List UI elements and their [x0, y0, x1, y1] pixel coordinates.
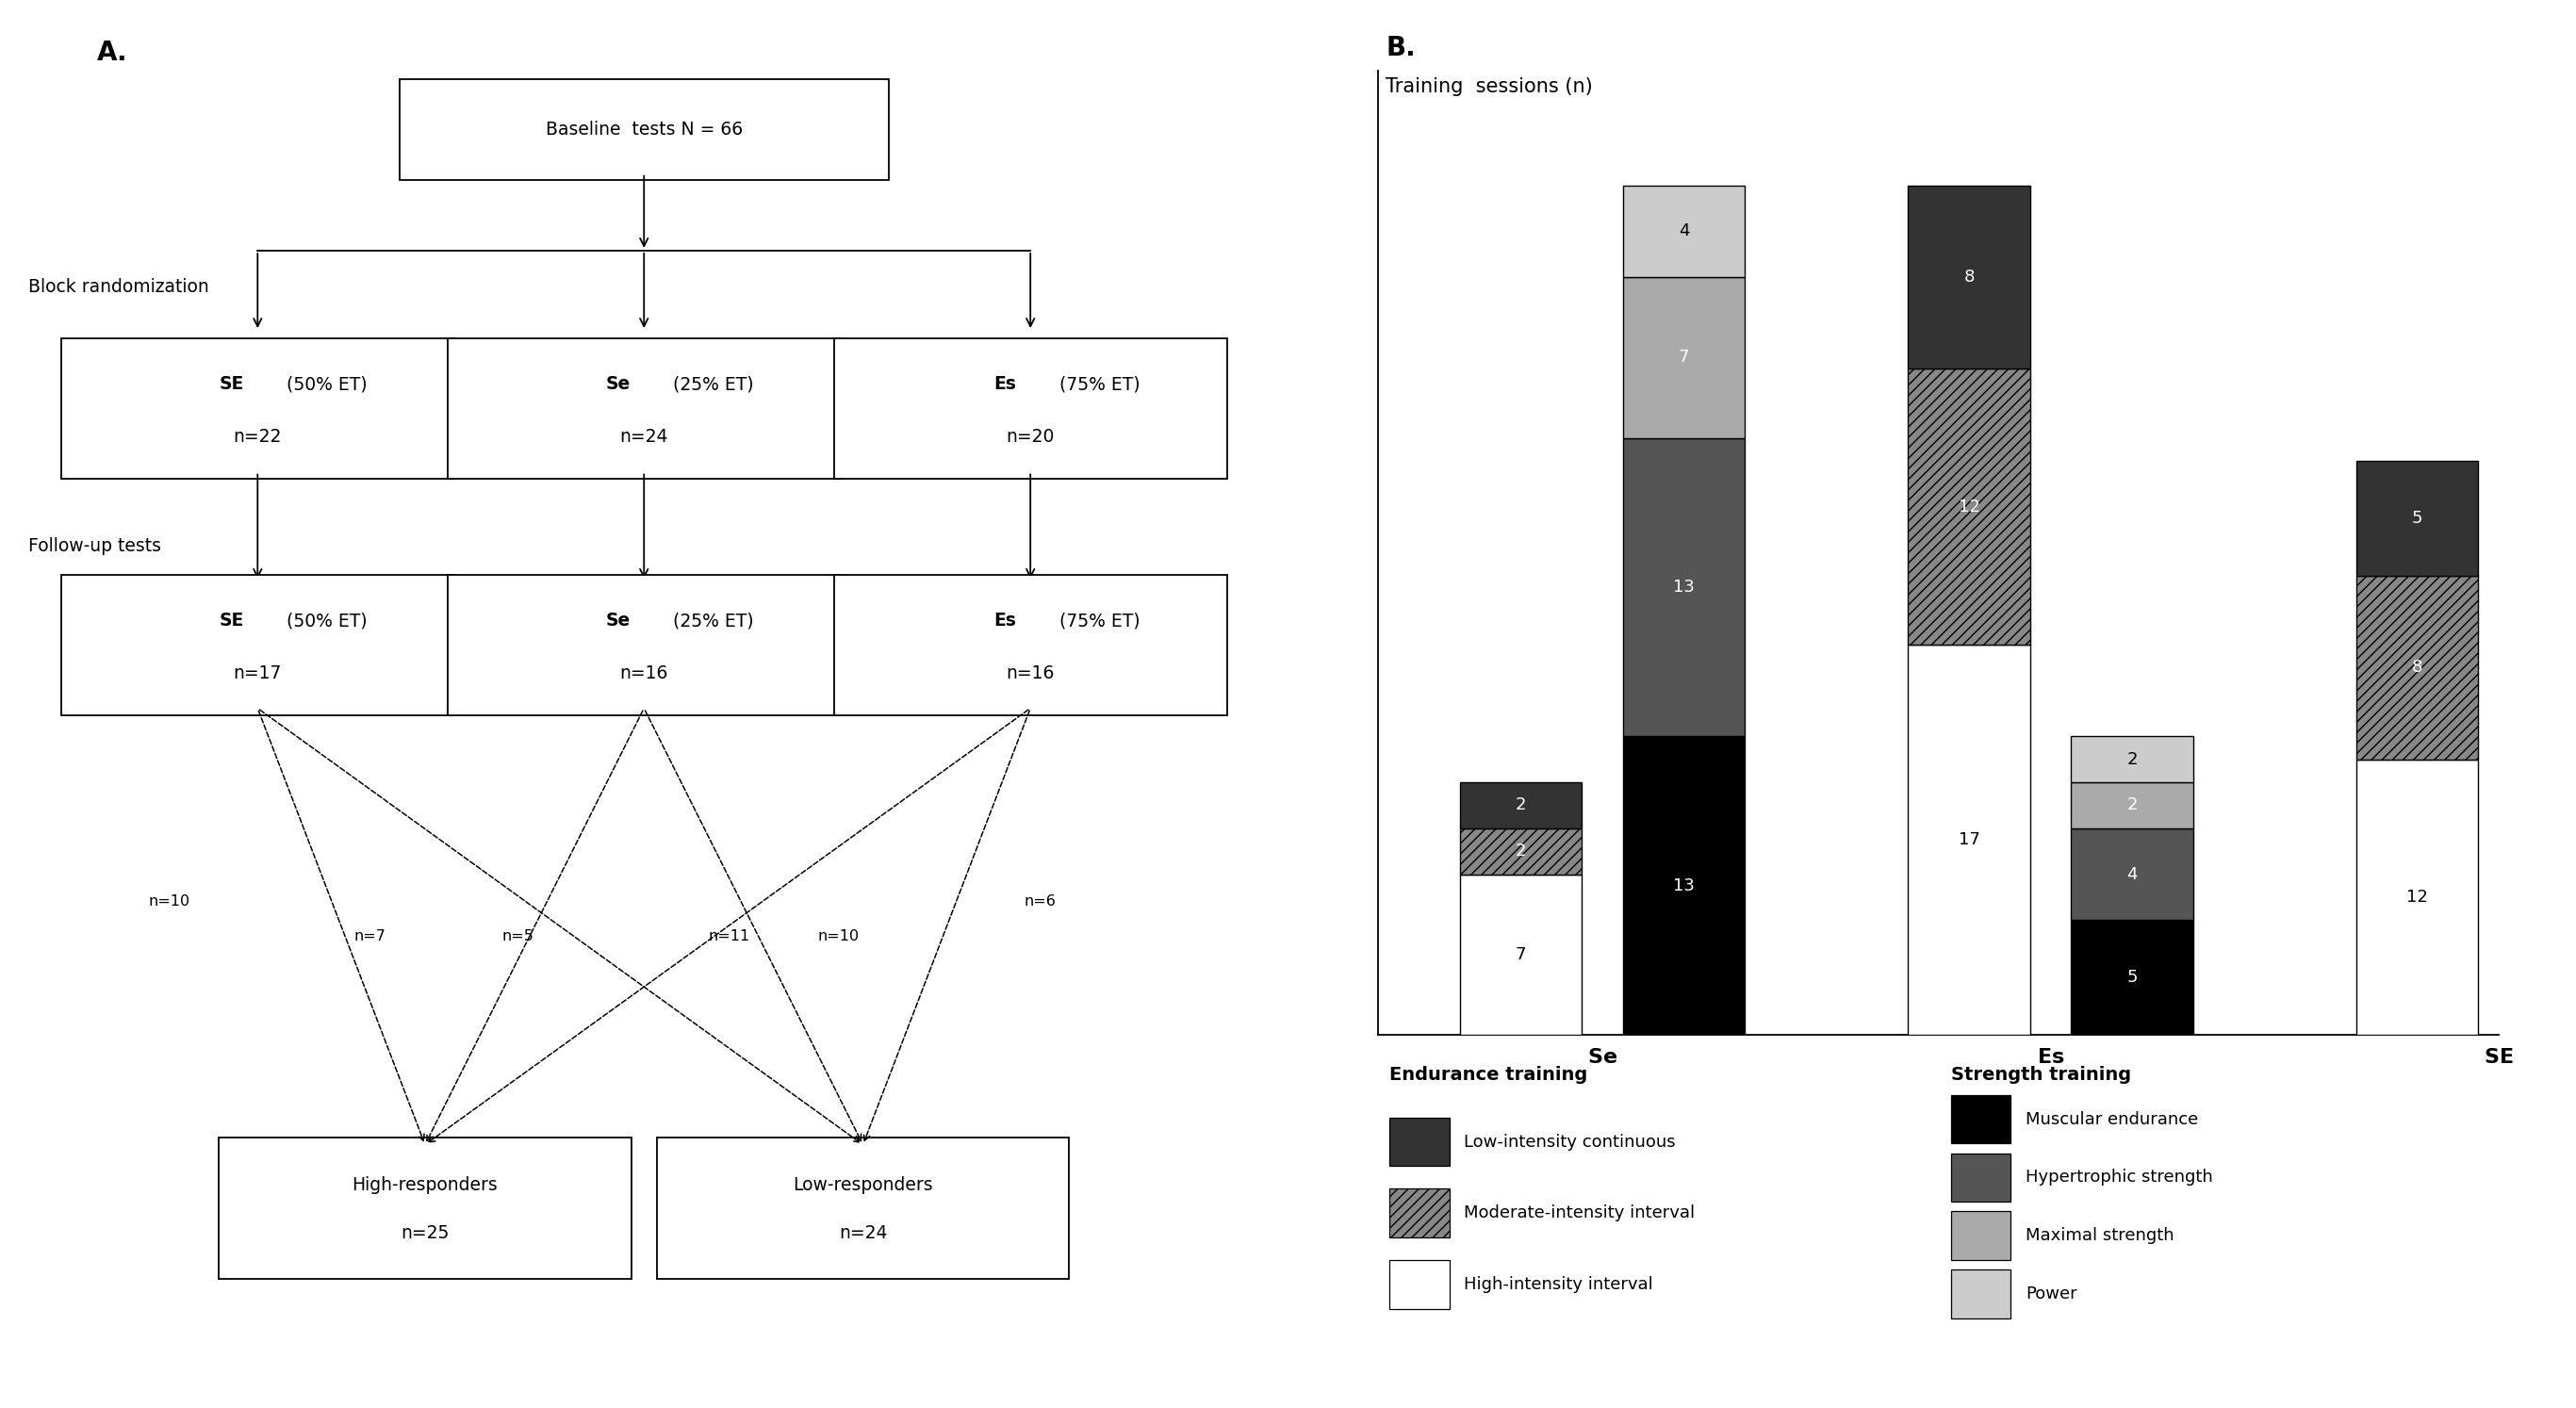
Text: A.: A. [98, 39, 126, 66]
Text: n=6: n=6 [1025, 894, 1056, 908]
Text: 7: 7 [1680, 349, 1690, 366]
Text: Low-responders: Low-responders [793, 1177, 933, 1194]
Text: n=11: n=11 [708, 929, 750, 943]
Text: 13: 13 [1672, 579, 1695, 596]
Text: n=22: n=22 [234, 428, 281, 445]
Text: 2: 2 [1515, 797, 1525, 814]
Bar [1623, 277, 1744, 438]
Text: Follow-up tests: Follow-up tests [28, 538, 162, 555]
Bar [1953, 1153, 2012, 1202]
Bar [1909, 369, 2030, 645]
Text: 13: 13 [1672, 877, 1695, 894]
FancyBboxPatch shape [657, 1138, 1069, 1278]
Bar [2071, 828, 2192, 919]
Bar [1953, 1270, 2012, 1318]
Text: 2: 2 [2128, 797, 2138, 814]
Text: 2: 2 [1515, 842, 1525, 860]
Text: Se: Se [605, 612, 631, 629]
Text: Strength training: Strength training [1953, 1066, 2130, 1084]
Text: n=16: n=16 [621, 665, 667, 681]
Bar [2071, 919, 2192, 1035]
Text: (75% ET): (75% ET) [1054, 376, 1141, 393]
Text: 8: 8 [1963, 269, 1973, 286]
Text: 17: 17 [1958, 831, 1981, 848]
Text: n=17: n=17 [234, 665, 281, 681]
Bar [1388, 1188, 1450, 1238]
Text: Es: Es [994, 612, 1015, 629]
Bar [1909, 186, 2030, 369]
Text: (75% ET): (75% ET) [1054, 612, 1141, 629]
Text: (50% ET): (50% ET) [281, 612, 368, 629]
Bar [1461, 828, 1582, 874]
Bar [2519, 460, 2576, 529]
Bar [2357, 759, 2478, 1035]
Text: n=24: n=24 [621, 428, 667, 445]
Text: n=20: n=20 [1007, 428, 1054, 445]
Text: High-responders: High-responders [353, 1177, 497, 1194]
FancyBboxPatch shape [835, 338, 1226, 479]
Text: 4: 4 [1680, 222, 1690, 239]
Text: 12: 12 [2406, 888, 2429, 905]
Bar [1623, 186, 1744, 277]
Bar [2357, 576, 2478, 759]
Text: 8: 8 [2411, 659, 2421, 676]
Text: Low-intensity continuous: Low-intensity continuous [1463, 1133, 1677, 1150]
Text: Muscular endurance: Muscular endurance [2025, 1111, 2197, 1128]
Text: 7: 7 [1515, 946, 1525, 963]
Text: SE: SE [219, 376, 245, 393]
Text: Hypertrophic strength: Hypertrophic strength [2025, 1169, 2213, 1186]
Bar [1388, 1118, 1450, 1166]
Bar [1461, 783, 1582, 828]
Text: (25% ET): (25% ET) [667, 376, 755, 393]
Text: High-intensity interval: High-intensity interval [1463, 1276, 1654, 1293]
Text: n=16: n=16 [1007, 665, 1054, 681]
Text: Moderate-intensity interval: Moderate-intensity interval [1463, 1205, 1695, 1222]
Text: Power: Power [2025, 1286, 2076, 1302]
Bar [2519, 529, 2576, 621]
Text: Maximal strength: Maximal strength [2025, 1228, 2174, 1245]
FancyBboxPatch shape [399, 79, 889, 180]
Text: Se: Se [605, 376, 631, 393]
Text: Training  sessions (n): Training sessions (n) [1386, 77, 1592, 96]
FancyBboxPatch shape [835, 574, 1226, 715]
Text: 5: 5 [2411, 510, 2421, 527]
Text: 2: 2 [2128, 750, 2138, 767]
Text: n=5: n=5 [502, 929, 533, 943]
Text: 12: 12 [1958, 498, 1981, 515]
Bar [1388, 1260, 1450, 1308]
Text: Baseline  tests N = 66: Baseline tests N = 66 [546, 121, 742, 138]
Bar [1909, 645, 2030, 1035]
Bar [2519, 621, 2576, 828]
FancyBboxPatch shape [219, 1138, 631, 1278]
FancyBboxPatch shape [62, 338, 453, 479]
Text: SE: SE [219, 612, 245, 629]
Text: n=7: n=7 [355, 929, 386, 943]
Text: B.: B. [1386, 35, 1417, 62]
Bar [2519, 828, 2576, 1035]
FancyBboxPatch shape [448, 574, 840, 715]
Text: Endurance training: Endurance training [1388, 1066, 1587, 1084]
Bar [1623, 736, 1744, 1035]
Text: n=10: n=10 [149, 894, 191, 908]
Text: Es: Es [994, 376, 1015, 393]
Bar [1953, 1095, 2012, 1143]
Bar [1953, 1211, 2012, 1260]
Text: (50% ET): (50% ET) [281, 376, 368, 393]
FancyBboxPatch shape [448, 338, 840, 479]
Bar [1461, 874, 1582, 1035]
Text: 4: 4 [2128, 866, 2138, 883]
Text: n=25: n=25 [402, 1225, 448, 1242]
Bar [2357, 460, 2478, 576]
FancyBboxPatch shape [62, 574, 453, 715]
Text: Block randomization: Block randomization [28, 279, 209, 296]
Bar [1623, 438, 1744, 736]
Text: n=10: n=10 [817, 929, 860, 943]
Bar [2071, 783, 2192, 828]
Text: n=24: n=24 [840, 1225, 886, 1242]
Bar [2071, 736, 2192, 783]
Text: 5: 5 [2128, 969, 2138, 986]
Text: (25% ET): (25% ET) [667, 612, 755, 629]
